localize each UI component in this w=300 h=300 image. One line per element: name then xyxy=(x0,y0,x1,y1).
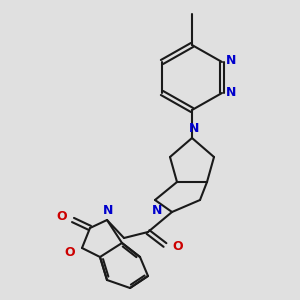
Text: O: O xyxy=(56,209,67,223)
Text: N: N xyxy=(103,205,113,218)
Text: O: O xyxy=(64,247,75,260)
Text: O: O xyxy=(172,241,183,254)
Text: N: N xyxy=(226,55,236,68)
Text: N: N xyxy=(189,122,199,136)
Text: N: N xyxy=(226,85,236,98)
Text: N: N xyxy=(152,203,162,217)
